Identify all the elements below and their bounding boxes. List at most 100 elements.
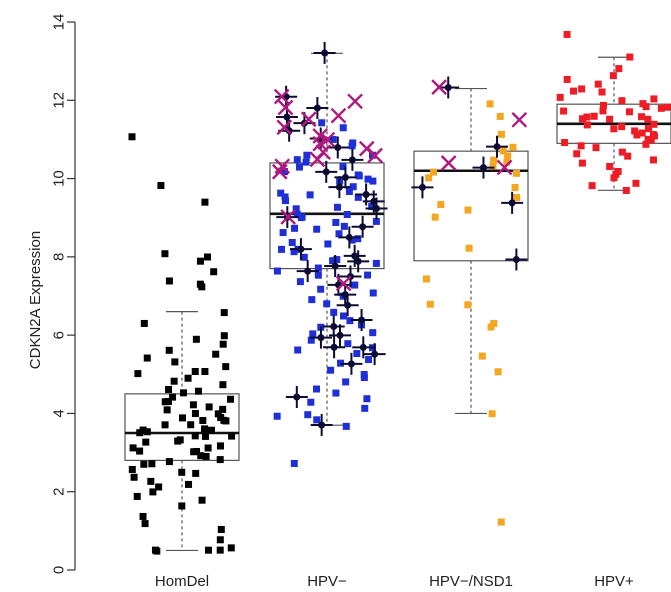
x-marker-b [277,99,294,116]
data-point [176,436,184,444]
x-marker-b [312,135,329,152]
data-point [317,285,325,293]
data-point [309,330,317,338]
data-point [625,108,633,116]
plus-marker-dot [370,197,378,205]
data-point [332,389,340,397]
data-point [178,502,186,510]
data-point [354,193,362,201]
highlight-markers [271,41,528,436]
data-point [626,53,634,61]
data-point [303,151,311,159]
data-point [340,312,348,320]
data-point [163,406,171,414]
data-point [143,428,151,436]
data-point [618,123,626,131]
data-point [128,465,136,473]
plus-marker-dot [297,245,305,253]
data-point [351,281,359,289]
data-points [128,30,671,555]
data-point [425,174,433,182]
data-point [142,438,150,446]
data-point [178,468,186,476]
data-point [622,186,630,194]
data-point [314,264,322,272]
data-point [219,381,227,389]
data-point [609,72,617,80]
data-point [494,368,502,376]
plus-marker-dot [317,334,325,342]
data-point [306,191,314,199]
data-point [610,174,618,182]
data-point [192,469,200,477]
data-point [369,177,377,185]
data-point [288,238,296,246]
x-marker-b [431,79,447,96]
data-point [136,429,144,437]
data-point [290,459,298,467]
data-point [490,319,498,327]
data-point [220,309,228,317]
data-point [205,403,213,411]
data-point [169,393,177,401]
data-point [210,268,218,276]
data-point [130,473,138,481]
data-point [496,112,504,120]
data-point [281,193,289,201]
data-point [329,257,337,265]
data-point [327,366,335,374]
data-point [606,162,614,170]
data-point [290,248,298,256]
data-point [304,411,312,419]
data-point [561,139,569,147]
plus-marker-dot [293,393,301,401]
data-point [504,152,512,160]
data-point [649,156,657,164]
data-point [364,175,372,183]
y-tick-label: 10 [51,170,68,187]
plus-marker-dot [334,143,342,151]
data-point [307,336,315,344]
data-point [464,301,472,309]
data-point [324,240,332,248]
data-point [333,256,341,264]
data-point [632,179,640,187]
data-point [219,340,227,348]
data-point [165,277,173,285]
data-point [642,103,650,111]
y-axis-title: CDKN2A Expression [27,231,44,369]
data-point [618,148,626,156]
data-point [556,93,564,101]
data-point [579,115,587,123]
data-point [650,120,658,128]
data-point [191,367,199,375]
data-point [633,131,641,139]
plus-marker-dot [322,168,330,176]
data-point [489,162,497,170]
data-point [273,267,281,275]
plus-marker-dot [359,223,367,231]
plus-marker-dot [331,262,339,270]
data-point [313,416,321,424]
x-marker-b [319,131,336,148]
data-point [583,113,591,121]
data-point [610,125,618,133]
data-point [170,377,178,385]
data-point [570,87,578,95]
data-point [214,410,222,418]
data-point [329,135,337,143]
data-point [578,85,586,93]
x-marker-b [309,151,326,168]
data-point [369,289,377,297]
data-point [618,97,626,105]
x-marker-b [330,107,347,124]
data-point [141,520,149,528]
data-point [348,142,356,150]
data-point [216,456,224,464]
data-point [487,323,495,331]
data-point [207,426,215,434]
data-point [644,135,652,143]
data-point [465,244,473,252]
data-point [512,169,520,177]
